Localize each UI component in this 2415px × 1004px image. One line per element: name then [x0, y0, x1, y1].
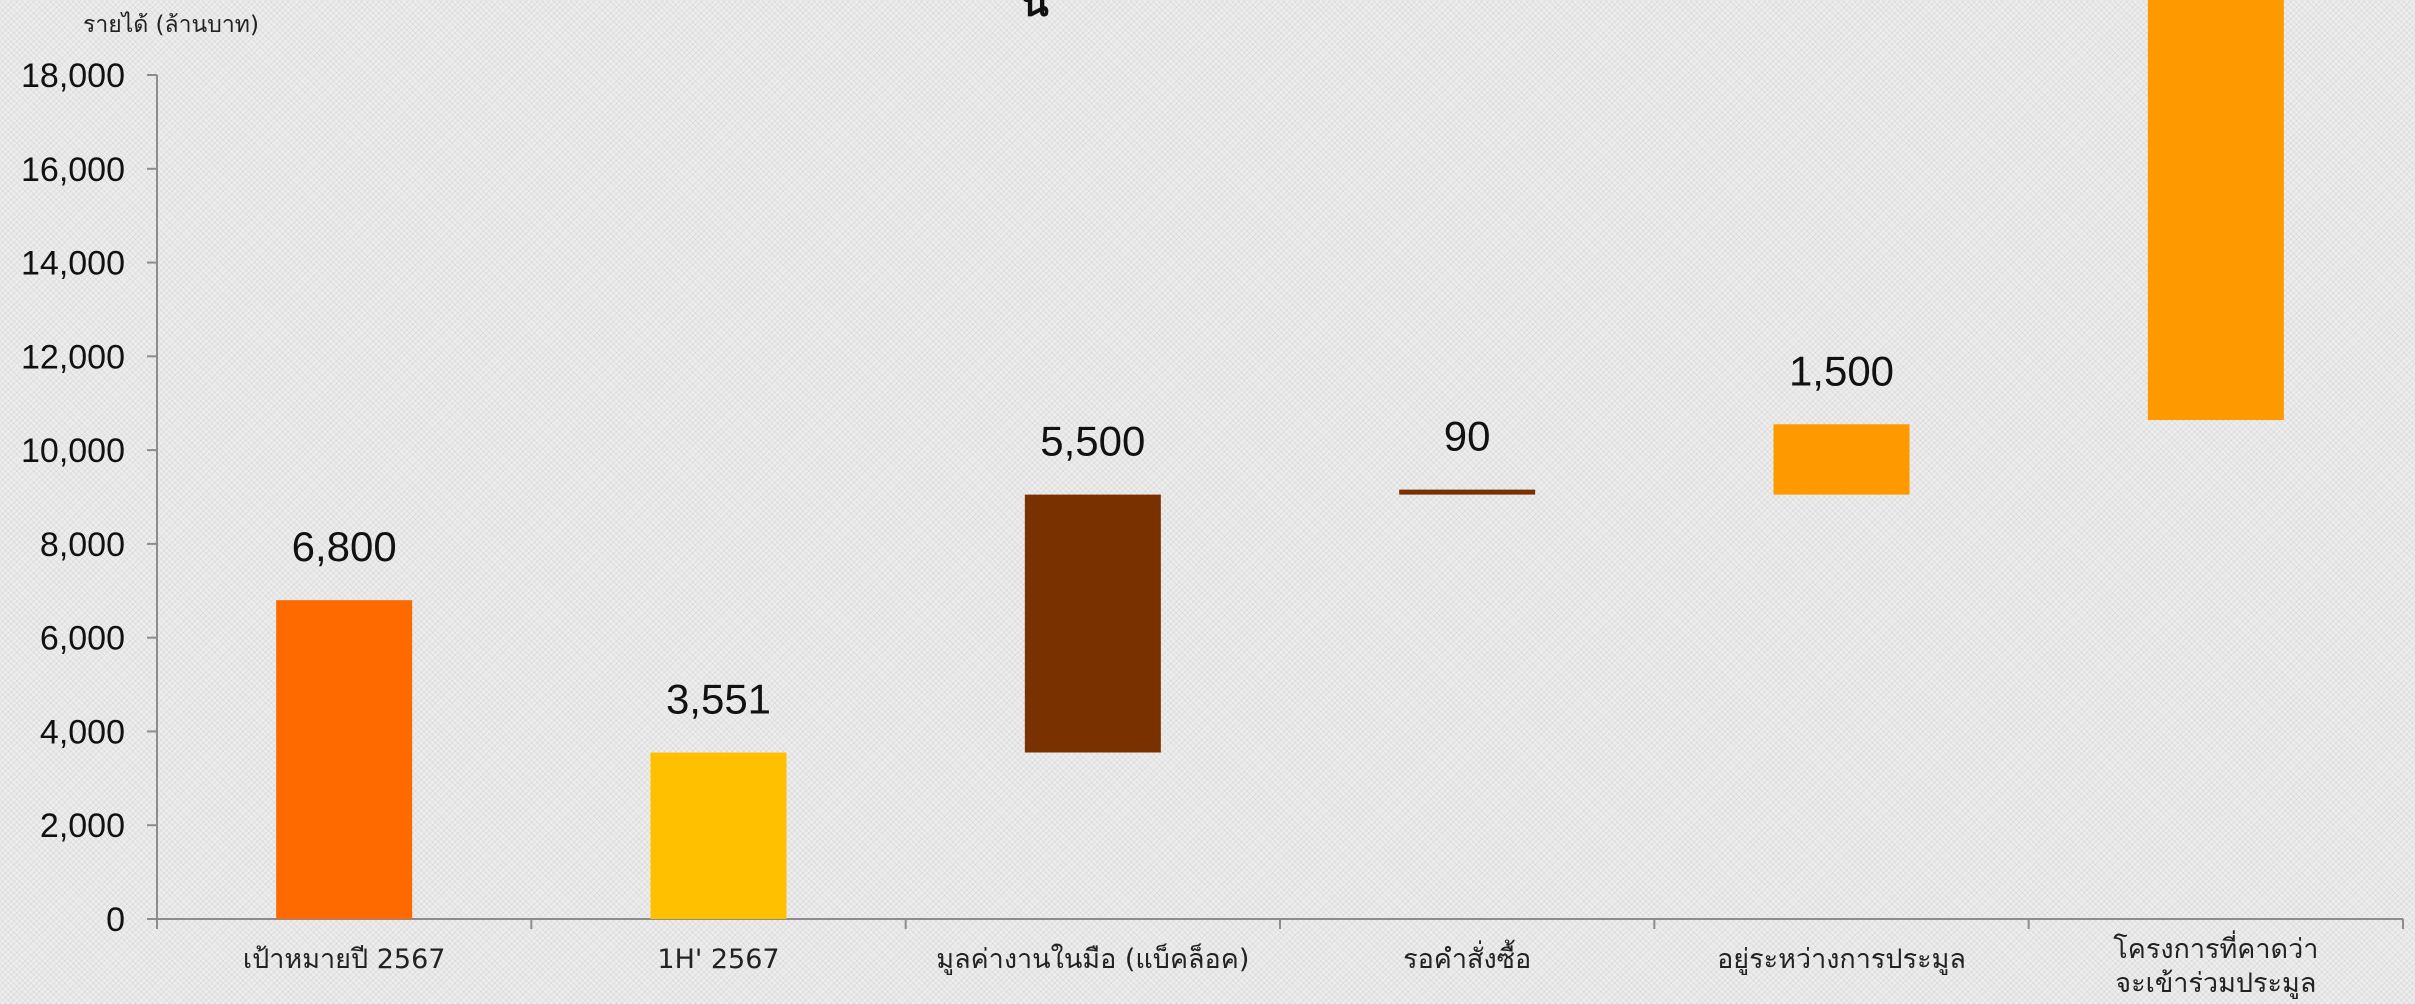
y-tick-label: 12,000 — [21, 338, 125, 376]
bar-value-label: 3,551 — [666, 675, 771, 722]
y-tick-label: 2,000 — [40, 807, 125, 845]
bar — [650, 752, 787, 919]
x-tick-label: เป้าหมายปี 2567 — [243, 944, 446, 975]
x-tick-label-line: รอคำสั่งซื้อ — [1403, 939, 1531, 975]
x-axis-labels: เป้าหมายปี 2567 1H' 2567 มูลค่างานในมือ (แ… — [156, 919, 2404, 999]
bar-value-label: 6,800 — [292, 523, 397, 570]
y-tick-label: 18,000 — [21, 57, 125, 95]
bar-series — [276, 0, 2284, 919]
y-tick-label: 16,000 — [21, 151, 125, 189]
y-tick-label: 10,000 — [21, 432, 125, 470]
y-tick-label: 0 — [106, 901, 125, 939]
chart-title: น — [1021, 0, 1048, 26]
y-tick-label: 8,000 — [40, 526, 125, 564]
y-tick-label: 4,000 — [40, 713, 125, 751]
bar-value-label: 5,500 — [1040, 418, 1145, 465]
bar-value-label: 90 — [1444, 413, 1491, 460]
x-tick-label: อยู่ระหว่างการประมูล — [1717, 944, 1966, 975]
bar — [276, 600, 413, 919]
x-tick-label: โครงการที่คาดว่าจะเข้าร่วมประมูล — [2113, 930, 2318, 999]
x-tick-label: รอคำสั่งซื้อ — [1403, 939, 1531, 975]
bar — [1773, 424, 1910, 495]
y-tick-label: 14,000 — [21, 245, 125, 283]
bar — [1024, 494, 1161, 753]
x-tick-label: มูลค่างานในมือ (แบ็คล็อค) — [936, 941, 1249, 975]
bar-value-label: 1,500 — [1789, 347, 1894, 394]
axes — [156, 75, 2403, 920]
y-tick-label: 6,000 — [40, 620, 125, 658]
x-tick-label-line: 1H' 2567 — [657, 944, 779, 975]
bar — [2147, 0, 2284, 421]
x-tick-label-line: เป้าหมายปี 2567 — [243, 944, 446, 975]
x-tick-label-line: จะเข้าร่วมประมูล — [2115, 968, 2316, 999]
x-tick-label-line: อยู่ระหว่างการประมูล — [1717, 944, 1966, 975]
x-tick-label-line: มูลค่างานในมือ (แบ็คล็อค) — [936, 941, 1249, 975]
x-tick-label: 1H' 2567 — [657, 944, 779, 975]
x-tick-label-line: โครงการที่คาดว่า — [2113, 930, 2318, 965]
bar — [1399, 489, 1536, 495]
y-axis-unit-label: รายได้ (ล้านบาท) — [83, 11, 259, 38]
y-axis-ticks: 0 2,000 4,000 6,000 8,000 10,000 12,000 14,000 1… — [21, 57, 157, 939]
